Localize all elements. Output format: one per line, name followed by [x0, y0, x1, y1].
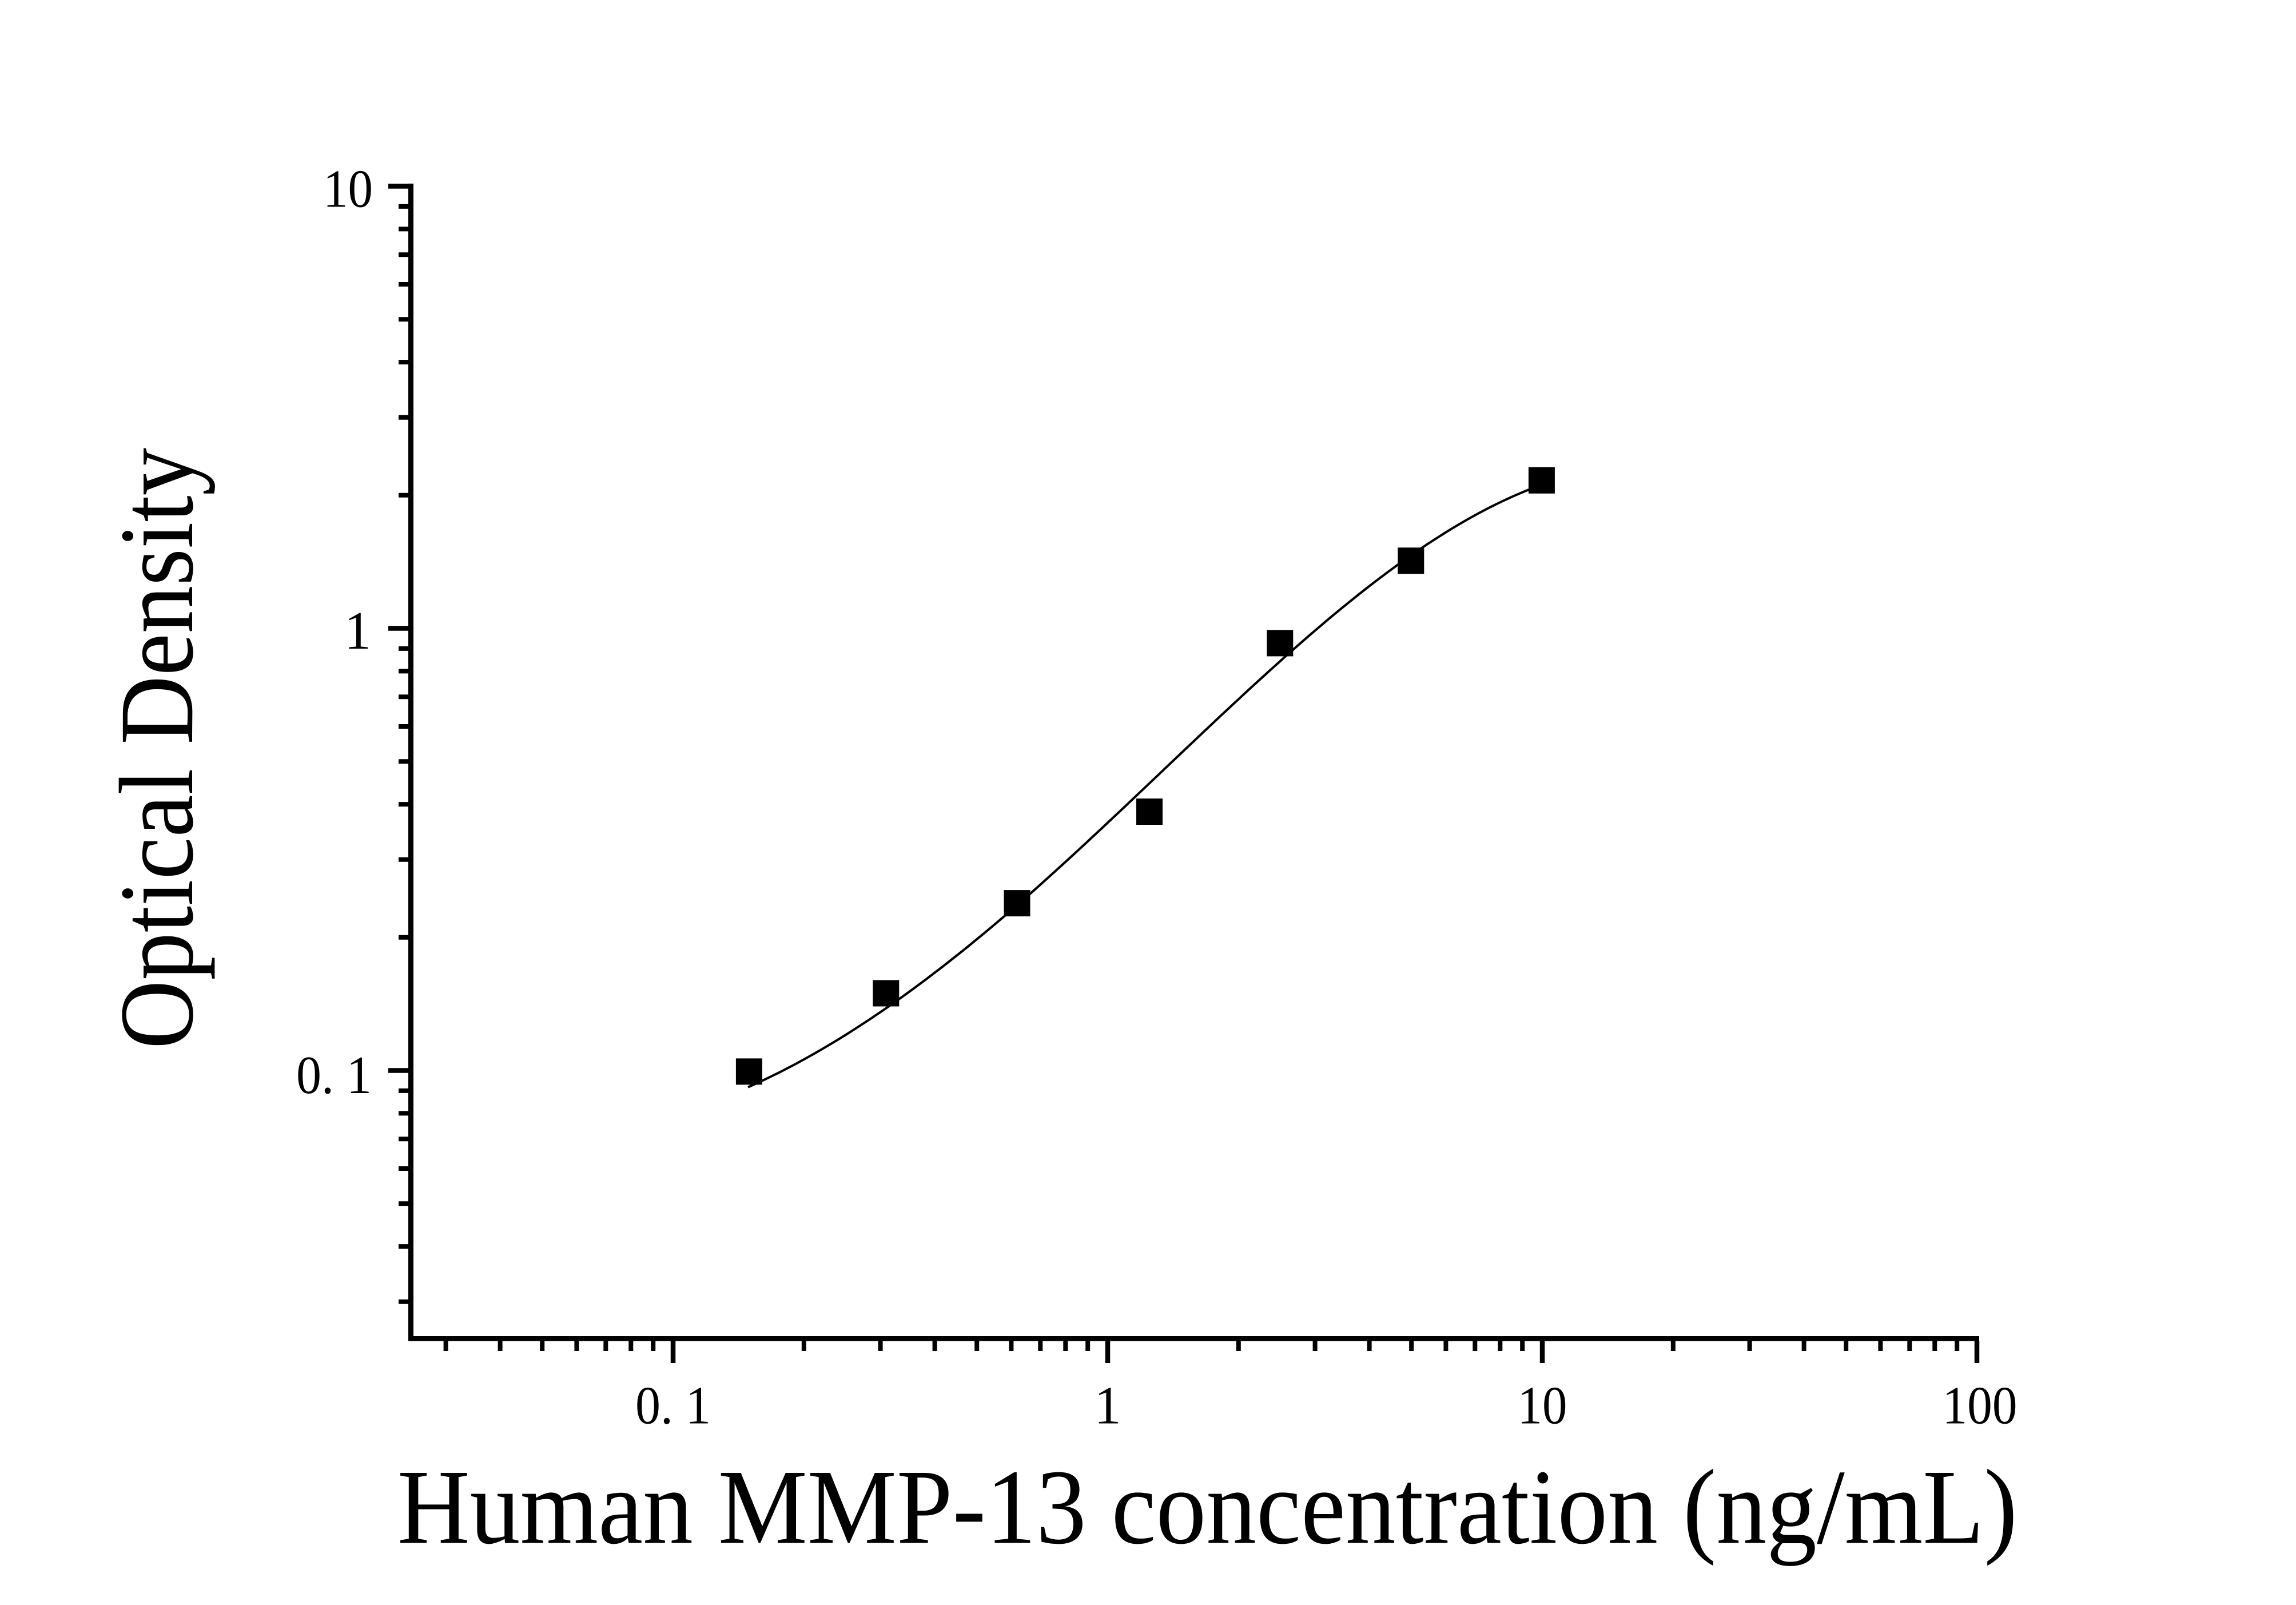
svg-text:0. 1: 0. 1 [635, 1376, 711, 1436]
svg-text:Optical Density: Optical Density [98, 448, 216, 1049]
svg-text:Human MMP-13 concentration (ng: Human MMP-13 concentration (ng/mL) [397, 1448, 2018, 1567]
svg-text:10: 10 [1518, 1376, 1567, 1436]
svg-text:100: 100 [1943, 1376, 2018, 1436]
svg-text:0. 1: 0. 1 [296, 1046, 372, 1105]
svg-text:1: 1 [344, 601, 371, 661]
svg-text:1: 1 [1095, 1376, 1121, 1436]
svg-text:10: 10 [323, 160, 373, 219]
